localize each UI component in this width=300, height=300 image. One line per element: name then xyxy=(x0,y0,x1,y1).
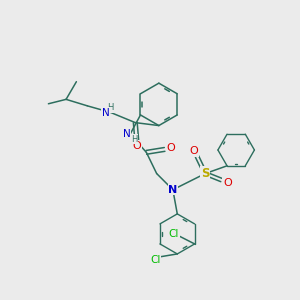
Text: H: H xyxy=(107,103,113,112)
Text: O: O xyxy=(166,143,175,153)
Text: Cl: Cl xyxy=(169,229,179,239)
Text: O: O xyxy=(223,178,232,188)
Text: N: N xyxy=(102,108,110,118)
Text: N: N xyxy=(123,128,130,139)
Text: H: H xyxy=(131,135,138,144)
Text: S: S xyxy=(201,167,209,180)
Text: O: O xyxy=(190,146,198,156)
Text: O: O xyxy=(132,141,141,151)
Text: Cl: Cl xyxy=(150,255,160,265)
Text: N: N xyxy=(168,185,178,195)
